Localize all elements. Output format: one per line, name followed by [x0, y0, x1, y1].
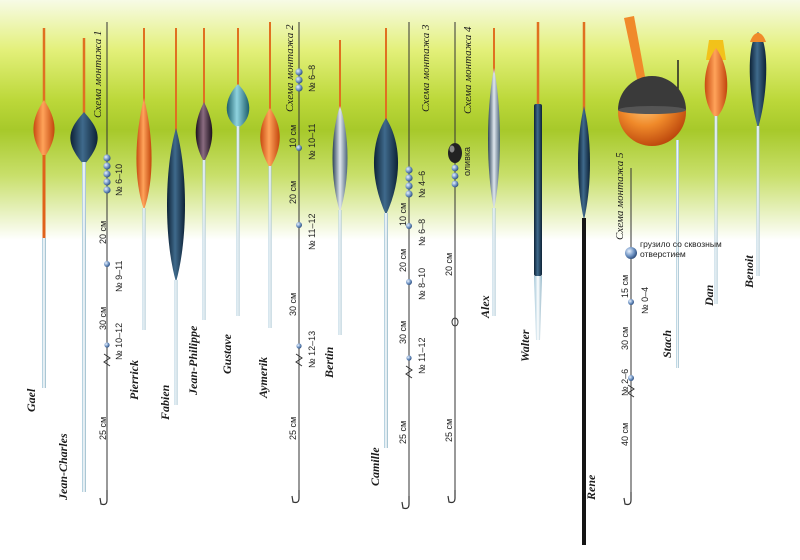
- rig-4-drawing: [447, 22, 462, 504]
- rig-2-length-b: 20 см: [288, 180, 298, 204]
- rig-2-length-d: 25 см: [288, 416, 298, 440]
- label-jean-charles: Jean-Charles: [56, 433, 70, 500]
- rig-1-length-c: 25 см: [98, 416, 108, 440]
- rig-2-shot-d: № 12–13: [307, 330, 317, 368]
- float-walter: [534, 22, 542, 340]
- float-bertin: [332, 40, 348, 335]
- label-aymerik: Aymerik: [256, 356, 270, 398]
- rig-2-length-c: 30 см: [288, 292, 298, 316]
- rig-5-sinker-note: грузило со сквозным отверстием: [640, 239, 722, 259]
- rig-3-length-c: 30 см: [398, 320, 408, 344]
- rig-3-shot-c: № 8–10: [417, 267, 427, 300]
- rig-2-drawing: [291, 22, 303, 504]
- rig-5-title: Схема монтажа 5: [614, 152, 626, 241]
- rig-1-drawing: [99, 22, 111, 506]
- label-walter: Walter: [518, 329, 532, 362]
- rig-4-length-a: 20 см: [444, 252, 454, 276]
- rig-1-length-b: 30 см: [98, 306, 108, 330]
- rig-3-length-a: 10 см: [398, 202, 408, 226]
- rig-3-title: Схема монтажа 3: [420, 24, 432, 113]
- float-fabien: [167, 28, 185, 405]
- rig-5-length-a: 15 см: [620, 274, 630, 298]
- rig-5-shot-a: № 0–4: [640, 286, 650, 314]
- rig-1-shot-c: № 10–12: [114, 322, 124, 360]
- label-alex: Alex: [478, 295, 492, 318]
- label-camille: Camille: [368, 447, 382, 486]
- rig-2-shot-c: № 11–12: [307, 213, 317, 250]
- float-jean-charles: [70, 38, 98, 492]
- rig-1-length-a: 20 см: [98, 220, 108, 244]
- rig-5-drawing: [623, 168, 637, 506]
- rig-3-length-b: 20 см: [398, 248, 408, 272]
- label-stach: Stach: [660, 329, 674, 358]
- rig-3-shot-a: № 4–6: [417, 170, 427, 198]
- float-stach: [618, 16, 686, 368]
- rig-3-drawing: [401, 22, 413, 510]
- rig-2-length-a: 10 см: [288, 124, 298, 148]
- label-bertin: Bertin: [322, 346, 336, 378]
- rig-5-length-b: 30 см: [620, 326, 630, 350]
- label-gustave: Gustave: [220, 334, 234, 374]
- label-pierrick: Pierrick: [127, 360, 141, 400]
- rig-2-title: Схема монтажа 2: [284, 24, 296, 113]
- rig-1-shot-a: № 6–10: [114, 163, 124, 196]
- label-dan: Dan: [702, 284, 716, 306]
- label-fabien: Fabien: [158, 384, 172, 420]
- float-dan: [704, 40, 728, 304]
- label-benoit: Benoit: [742, 255, 756, 288]
- rig-4-length-b: 25 см: [444, 418, 454, 442]
- float-pierrick: [136, 28, 152, 330]
- rig-4-olive-label: оливка: [462, 146, 472, 176]
- float-gael: [33, 28, 55, 388]
- float-aymerik: [260, 22, 280, 328]
- float-alex: [488, 28, 500, 316]
- float-benoit: [749, 32, 767, 276]
- label-gael: Gael: [24, 388, 38, 412]
- float-rene: [578, 22, 590, 545]
- rig-3-length-d: 25 см: [398, 420, 408, 444]
- rig-5-length-c: 40 см: [620, 422, 630, 446]
- float-gustave: [226, 28, 250, 316]
- rig-1-shot-b: № 9–11: [114, 260, 124, 292]
- rig-4-title: Схема монтажа 4: [462, 26, 474, 115]
- rig-1-title: Схема монтажа 1: [92, 30, 104, 119]
- float-jean-philippe: [195, 28, 213, 320]
- rig-5-shot-b: № 2–6: [620, 368, 630, 396]
- label-jean-philippe: Jean-Philippe: [186, 325, 200, 395]
- rig-2-shot-b: № 10–11: [307, 123, 317, 160]
- rig-2-shot-a: № 6–8: [307, 64, 317, 92]
- rig-3-shot-d: № 11–12: [417, 337, 427, 374]
- float-camille: [373, 28, 399, 448]
- rig-3-shot-b: № 6–8: [417, 218, 427, 246]
- label-rene: Rene: [584, 474, 598, 500]
